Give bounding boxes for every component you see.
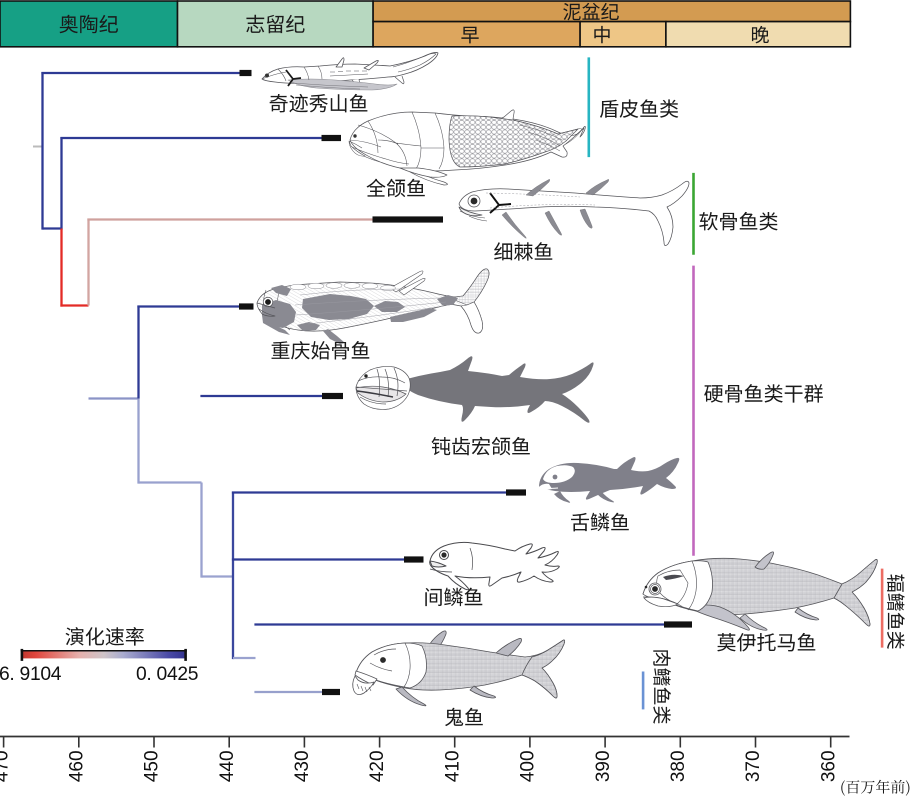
svg-text:450: 450 — [142, 750, 163, 782]
svg-text:390: 390 — [593, 750, 614, 782]
svg-text:0. 0425: 0. 0425 — [136, 664, 198, 685]
svg-text:370: 370 — [743, 750, 764, 782]
svg-text:440: 440 — [217, 750, 238, 782]
svg-text:380: 380 — [668, 750, 689, 782]
svg-text:410: 410 — [442, 750, 463, 782]
svg-text:360: 360 — [818, 750, 839, 782]
svg-text:400: 400 — [518, 750, 539, 782]
svg-text:470: 470 — [0, 750, 12, 782]
svg-text:460: 460 — [67, 750, 88, 782]
svg-text:420: 420 — [367, 750, 388, 782]
svg-text:430: 430 — [292, 750, 313, 782]
svg-text:6. 9104: 6. 9104 — [0, 664, 62, 685]
